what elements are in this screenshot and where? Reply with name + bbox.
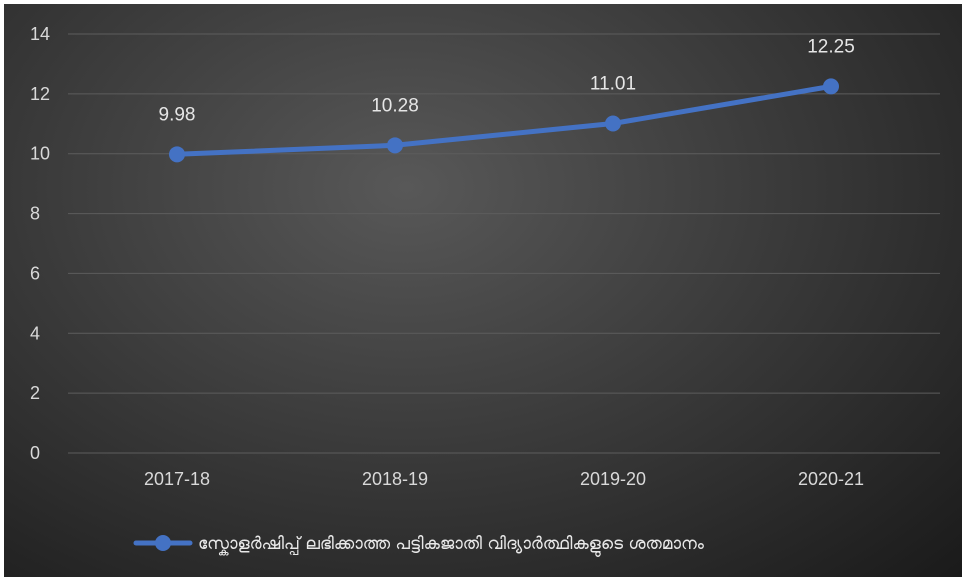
data-points bbox=[169, 78, 839, 163]
x-tick-label: 2017-18 bbox=[144, 469, 210, 489]
x-tick-label: 2020-21 bbox=[798, 469, 864, 489]
data-label: 11.01 bbox=[590, 73, 636, 94]
data-label: 10.28 bbox=[371, 95, 419, 116]
x-tick-label: 2018-19 bbox=[362, 469, 428, 489]
data-point bbox=[605, 115, 621, 132]
data-point bbox=[387, 137, 403, 154]
data-point bbox=[169, 146, 185, 163]
y-tick-label: 10 bbox=[30, 144, 50, 164]
data-label: 12.25 bbox=[807, 36, 855, 57]
y-tick-label: 0 bbox=[30, 443, 40, 463]
chart-area: 0 2 4 6 8 10 12 14 2017-18 2018-19 2019-20 2020-21… bbox=[4, 4, 962, 577]
x-axis-ticks: 2017-18 2018-19 2019-20 2020-21 bbox=[144, 469, 864, 489]
y-tick-label: 6 bbox=[30, 263, 40, 283]
legend: സ്കോളർഷിപ്പ് ലഭിക്കാത്ത പട്ടികജാതി വിദ്യ… bbox=[133, 534, 705, 557]
y-tick-label: 8 bbox=[30, 204, 40, 224]
data-point bbox=[823, 78, 839, 95]
legend-series-label: സ്കോളർഷിപ്പ് ലഭിക്കാത്ത പട്ടികജാതി വിദ്യ… bbox=[198, 534, 705, 557]
y-tick-label: 4 bbox=[30, 323, 40, 343]
data-labels: 9.98 10.28 11.01 12.25 bbox=[159, 36, 855, 125]
y-tick-label: 14 bbox=[30, 24, 50, 44]
y-tick-label: 2 bbox=[30, 383, 40, 403]
y-tick-label: 12 bbox=[30, 84, 50, 104]
y-axis-ticks: 0 2 4 6 8 10 12 14 bbox=[30, 24, 50, 463]
gridlines bbox=[68, 33, 940, 454]
line-chart: 0 2 4 6 8 10 12 14 2017-18 2018-19 2019-20 2020-21… bbox=[30, 24, 940, 557]
x-tick-label: 2019-20 bbox=[580, 469, 646, 489]
series-line-0 bbox=[174, 83, 834, 157]
legend-series-marker bbox=[155, 535, 171, 551]
series-lines bbox=[174, 83, 834, 157]
data-label: 9.98 bbox=[159, 104, 196, 125]
